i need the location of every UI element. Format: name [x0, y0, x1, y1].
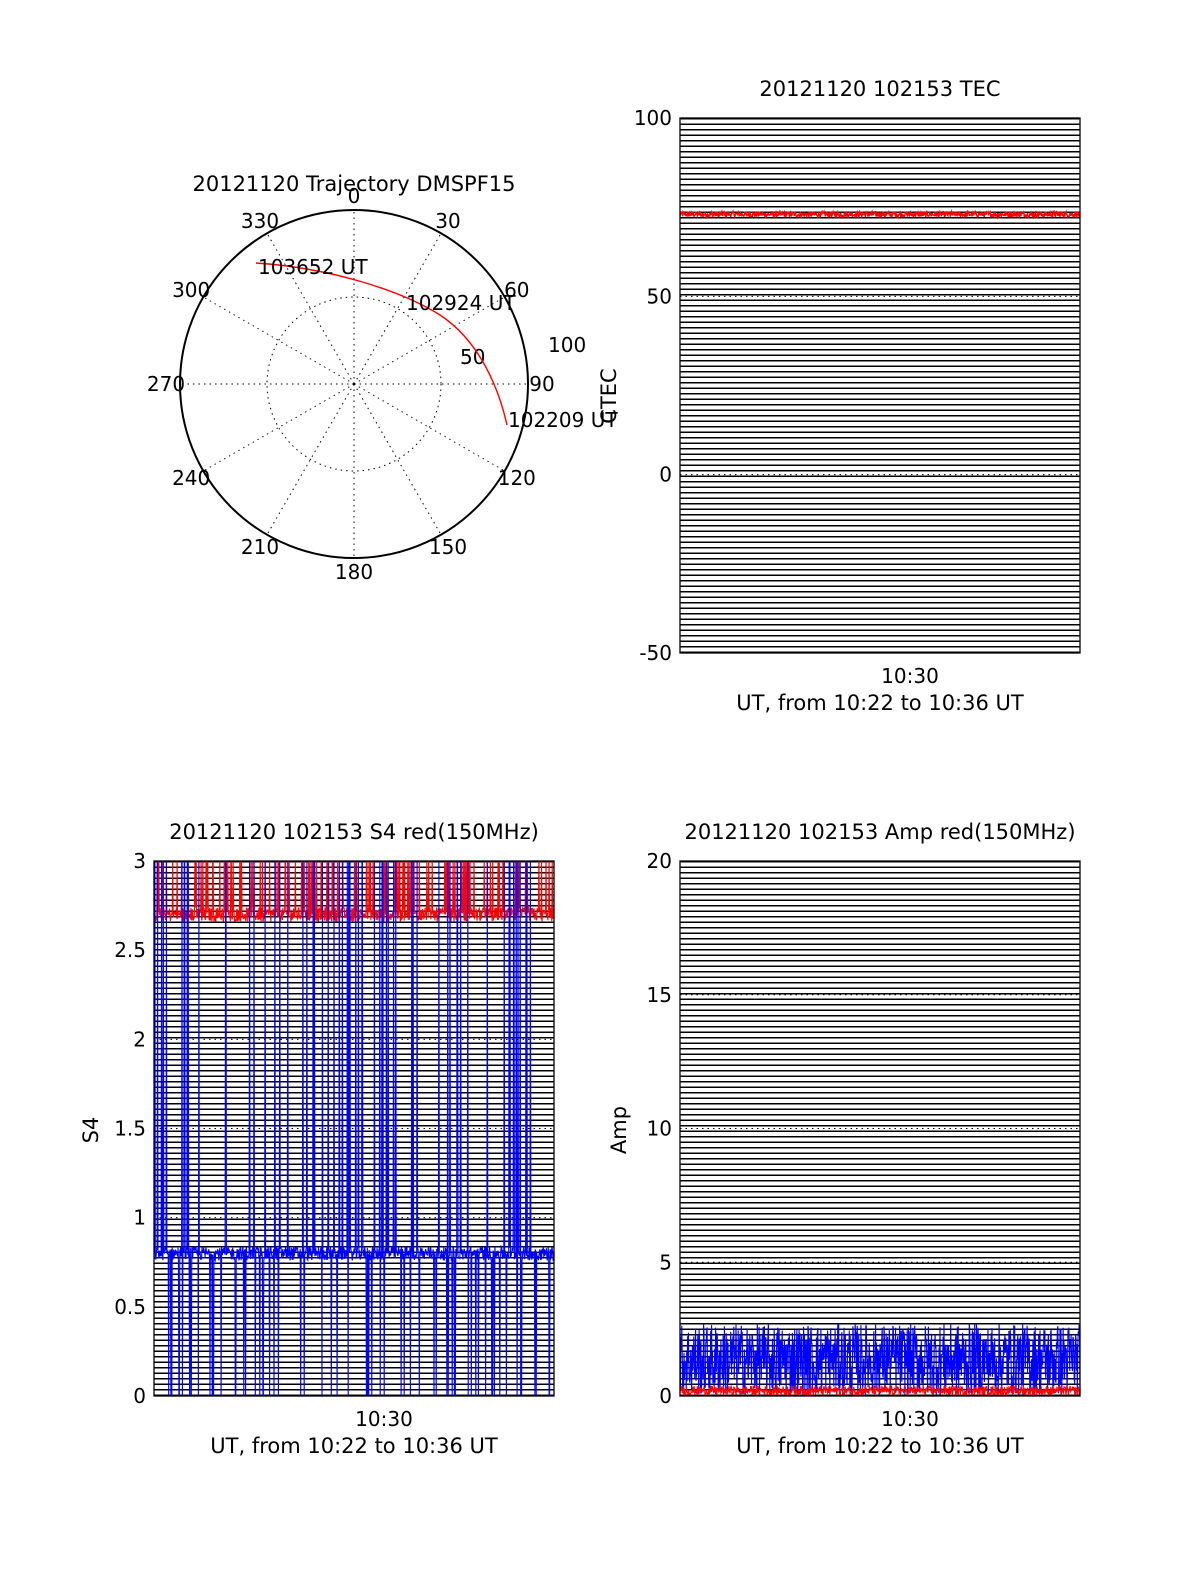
s4-axes-frame	[153, 860, 555, 1397]
y-tick-label: 100	[634, 106, 672, 130]
series-line-0	[153, 860, 555, 923]
y-tick-label: 0	[133, 1384, 146, 1408]
y-tick-label: 15	[647, 983, 672, 1007]
y-tick-label: 0	[659, 1384, 672, 1408]
polar-spoke	[266, 233, 355, 385]
y-tick-label: 1.5	[114, 1117, 146, 1141]
tec-grid	[679, 118, 1081, 653]
polar-spoke	[203, 383, 355, 472]
y-tick-label: 0.5	[114, 1295, 146, 1319]
s4-y-axis-label: S4	[79, 1117, 103, 1144]
polar-azimuth-label: 90	[529, 372, 554, 396]
polar-radial-label: 100	[548, 333, 586, 357]
polar-azimuth-label: 30	[435, 209, 460, 233]
tec-y-axis-label: CTEC	[597, 368, 621, 423]
tec-axes-frame	[679, 117, 1081, 654]
y-tick-label: 2.5	[114, 938, 146, 962]
polar-radial-label: 50	[460, 345, 485, 369]
amp-y-axis-label: Amp	[607, 1106, 631, 1154]
polar-azimuth-label: 330	[241, 209, 279, 233]
polar-azimuth-label: 300	[172, 278, 210, 302]
s4-plot-area	[153, 860, 555, 1397]
polar-spoke	[353, 296, 505, 385]
amp-grid	[679, 861, 1081, 1396]
polar-outer-circle	[179, 209, 529, 559]
series-line-1	[679, 1384, 1081, 1398]
amp-title: 20121120 102153 Amp red(150MHz)	[684, 820, 1075, 844]
polar-title: 20121120 Trajectory DMSPF15	[192, 172, 515, 196]
y-tick-label: 50	[647, 284, 672, 308]
s4-x-tick-label: 10:30	[355, 1407, 413, 1431]
amp-x-tick-label: 10:30	[881, 1407, 939, 1431]
series-line-1	[153, 860, 555, 1397]
s4-y-ticks: 0 0.5 1 1.5 2 2.5 3	[114, 849, 146, 1408]
amp-axes-frame	[679, 860, 1081, 1397]
polar-azimuth-label: 240	[172, 466, 210, 490]
tec-panel: 20121120 102153 TEC -50 0 50 100 10:30 UT, …	[597, 77, 1081, 715]
polar-azimuth-label: 180	[335, 560, 373, 584]
y-tick-label: -50	[639, 641, 672, 665]
s4-panel: 20121120 102153 S4 red(150MHz) 0 0.5 1 1.5 2…	[79, 820, 555, 1458]
polar-spoke	[353, 383, 505, 472]
y-tick-label: 20	[647, 849, 672, 873]
tec-plot-area	[679, 208, 1081, 220]
amp-x-axis-label: UT, from 10:22 to 10:36 UT	[736, 1434, 1024, 1458]
y-tick-label: 1	[133, 1206, 146, 1230]
tec-x-tick-label: 10:30	[881, 664, 939, 688]
polar-spoke	[203, 296, 355, 385]
polar-trajectory-plot: 20121120 Trajectory DMSPF15 0 30 60 90 120 15…	[147, 172, 618, 584]
polar-azimuth-label: 120	[498, 466, 536, 490]
trajectory-point-label: 103652 UT	[258, 255, 368, 279]
trajectory-path	[255, 262, 508, 426]
y-tick-label: 2	[133, 1027, 146, 1051]
amp-plot-area	[679, 1323, 1081, 1398]
polar-azimuth-labels: 0 30 60 90 120 150 180 210 240 270 300 330	[147, 184, 555, 584]
polar-spoke	[266, 383, 355, 535]
s4-title: 20121120 102153 S4 red(150MHz)	[169, 820, 539, 844]
polar-azimuth-label: 150	[429, 535, 467, 559]
series-line-0	[679, 208, 1081, 220]
polar-spoke	[353, 383, 442, 535]
polar-azimuth-label: 60	[504, 278, 529, 302]
polar-azimuth-label: 210	[241, 535, 279, 559]
trajectory-point-label: 102209 UT	[508, 408, 618, 432]
tec-x-axis-label: UT, from 10:22 to 10:36 UT	[736, 691, 1024, 715]
tec-title: 20121120 102153 TEC	[759, 77, 1000, 101]
y-tick-label: 5	[659, 1250, 672, 1274]
polar-spokes	[180, 210, 528, 558]
polar-spoke	[353, 233, 442, 385]
amp-y-ticks: 0 5 10 15 20	[647, 849, 672, 1408]
polar-azimuth-label: 270	[147, 372, 185, 396]
polar-ring-50	[266, 296, 442, 472]
trajectory-point-label: 102924 UT	[406, 291, 516, 315]
y-tick-label: 10	[647, 1117, 672, 1141]
polar-azimuth-label: 0	[348, 184, 361, 208]
amp-panel: 20121120 102153 Amp red(150MHz) 0 5 10 15 20…	[607, 820, 1081, 1458]
y-tick-label: 0	[659, 463, 672, 487]
y-tick-label: 3	[133, 849, 146, 873]
tec-y-ticks: -50 0 50 100	[634, 106, 672, 665]
s4-x-axis-label: UT, from 10:22 to 10:36 UT	[210, 1434, 498, 1458]
